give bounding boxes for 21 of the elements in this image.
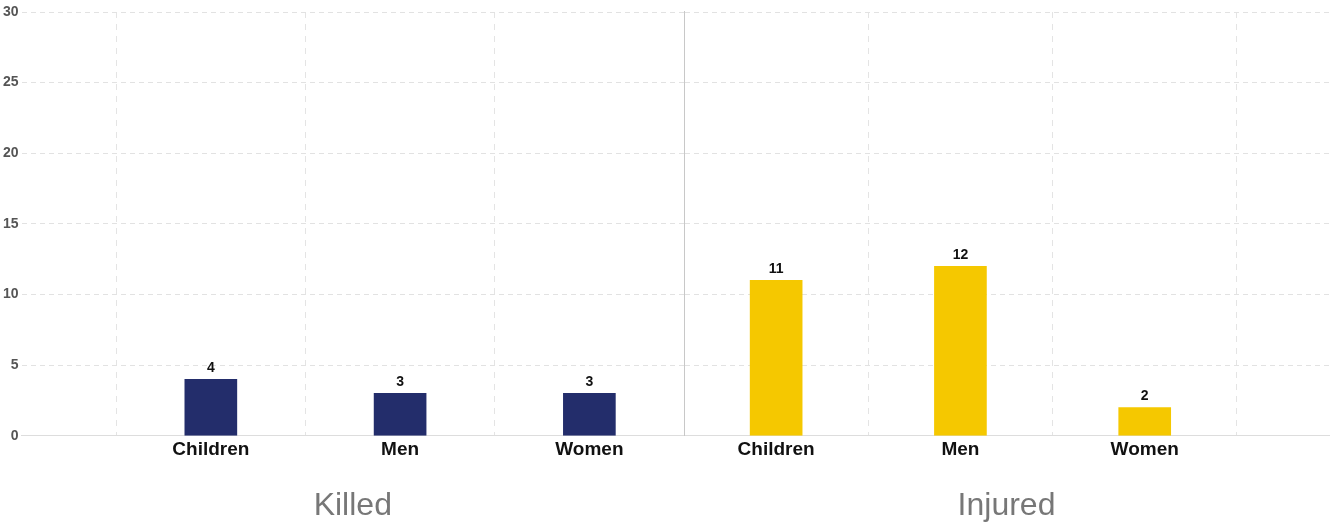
data-label: 11 <box>768 260 784 277</box>
data-label: 3 <box>396 373 405 390</box>
data-label: 4 <box>206 359 215 376</box>
x-axis-title: Injured <box>957 485 1056 522</box>
x-tick-label: Women <box>555 438 624 460</box>
data-label: 12 <box>952 246 969 263</box>
data-label: 3 <box>585 373 594 390</box>
y-tick-label: 30 <box>2 2 19 19</box>
y-tick-label: 10 <box>2 285 19 302</box>
y-tick-label: 25 <box>2 73 19 90</box>
x-tick-label: Women <box>1110 438 1179 460</box>
x-tick-label: Children <box>172 438 250 460</box>
x-tick-label: Men <box>941 438 980 460</box>
y-tick-label: 0 <box>10 426 19 443</box>
y-tick-label: 15 <box>2 214 19 231</box>
y-tick-label: 20 <box>2 144 19 161</box>
data-label: 2 <box>1140 387 1149 404</box>
x-tick-label: Children <box>737 438 815 460</box>
x-axis-title: Killed <box>313 485 392 522</box>
y-tick-label: 5 <box>10 356 19 373</box>
x-tick-label: Men <box>381 438 420 460</box>
